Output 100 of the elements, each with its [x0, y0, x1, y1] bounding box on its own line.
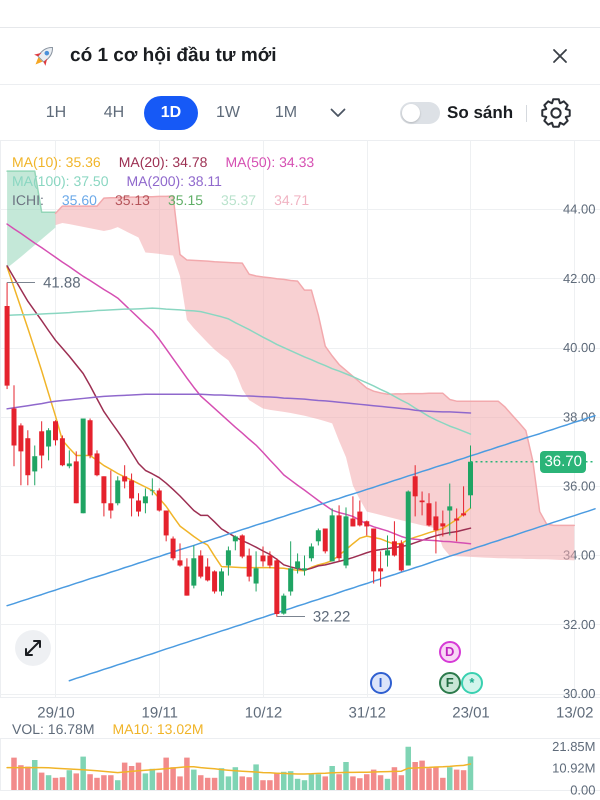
candlestick: [433, 501, 438, 554]
text: MA10: 13.02M: [112, 721, 204, 737]
y-tick-label: 44.00: [562, 202, 596, 217]
bar: [114, 780, 120, 790]
candlestick: [122, 464, 128, 489]
bar: [384, 778, 390, 790]
annotation: 32.22: [312, 608, 350, 626]
candlestick: [177, 542, 182, 568]
candlestick: [254, 550, 259, 592]
bar: [80, 756, 86, 790]
candlestick: [66, 450, 72, 469]
y-tick-label: 10.92M: [552, 760, 596, 776]
candlestick: [295, 552, 300, 574]
badge-icon: *: [460, 672, 483, 694]
candlestick: [447, 483, 452, 536]
bar: [336, 774, 342, 790]
bar: [253, 764, 259, 790]
candlestick: [212, 570, 218, 594]
y-tick-label: 30.00: [562, 686, 596, 702]
text: MA(10): 35.36: [12, 154, 101, 170]
bar: [322, 776, 328, 790]
bar: [73, 773, 79, 790]
candlestick: [308, 542, 314, 562]
y-tick-label: 34.00: [562, 548, 596, 563]
candlestick: [156, 488, 162, 512]
bar: [191, 770, 197, 790]
annotation: 35.37: [221, 192, 256, 208]
candlestick: [94, 450, 100, 477]
candlestick: [302, 555, 307, 576]
candlestick: [32, 444, 38, 486]
y-tick-label: 0.00: [570, 782, 596, 798]
candlestick: [267, 550, 272, 569]
candlestick: [378, 550, 384, 588]
price-tag: 36.70: [540, 450, 586, 473]
candlestick: [246, 548, 252, 582]
x-tick-label: 19/11: [142, 704, 178, 722]
candlestick: [350, 496, 356, 527]
bar: [447, 767, 452, 790]
candlestick: [218, 568, 224, 596]
line-series: [6, 223, 472, 544]
candlestick: [392, 520, 397, 558]
candlestick: [46, 428, 52, 461]
candlestick: [136, 492, 141, 517]
badge-icon: F: [438, 672, 461, 694]
text: có 1 cơ hội đầu tư mới: [70, 44, 277, 68]
y-tick-label: 21.85M: [552, 738, 596, 754]
text: 1H: [44, 103, 68, 123]
candlestick: [205, 558, 210, 582]
text: MA(200): 38.11: [126, 172, 222, 188]
bar: [405, 746, 411, 790]
text: MA(50): 34.33: [225, 154, 314, 170]
candlestick: [384, 534, 390, 568]
candlestick: [260, 546, 266, 568]
bar: [38, 772, 44, 790]
candlestick: [129, 473, 134, 517]
candlestick: [322, 528, 328, 554]
candlestick: [426, 492, 432, 527]
x-tick-label: 10/12: [244, 704, 282, 722]
y-tick-label: 36.00: [562, 478, 596, 494]
series-label: VOL: 16.78M: [12, 721, 94, 737]
candlestick: [108, 470, 114, 519]
annotation: ICHI:: [12, 192, 44, 208]
line-series: [6, 394, 472, 414]
candlestick: [240, 534, 245, 559]
y-tick-label: 32.00: [562, 616, 596, 632]
bar: [329, 766, 335, 790]
x-tick-label: 23/01: [452, 704, 490, 722]
badge-icon: I: [370, 672, 392, 694]
text: 4H: [102, 103, 126, 123]
annotation: 34.71: [274, 192, 310, 208]
annotation: 35.15: [168, 192, 204, 208]
badge-icon: D: [438, 641, 461, 663]
candlestick: [52, 420, 58, 446]
candlestick: [281, 593, 286, 616]
annotation: 41.88: [43, 274, 81, 292]
text: So sánh: [447, 102, 514, 124]
candlestick: [316, 528, 321, 546]
y-tick-label: 42.00: [562, 270, 596, 286]
candlestick: [198, 550, 204, 579]
candlestick: [440, 510, 446, 537]
annotation: 35.13: [114, 192, 150, 208]
text: MA(20): 34.78: [118, 154, 208, 170]
text: 1M: [274, 103, 298, 123]
candlestick: [454, 508, 460, 542]
y-tick-label: 40.00: [562, 340, 596, 356]
bar: [32, 760, 38, 790]
candlestick: [115, 476, 120, 506]
x-tick-label: 31/12: [348, 704, 386, 722]
candlestick: [226, 546, 231, 576]
candlestick: [461, 486, 466, 517]
bar: [468, 756, 474, 790]
candlestick: [232, 534, 238, 551]
candlestick: [288, 540, 294, 596]
text: 1W: [215, 103, 241, 123]
bar: [66, 770, 72, 790]
tab-button: 1D: [144, 96, 198, 130]
annotation: 35.60: [62, 192, 97, 208]
bar: [343, 762, 349, 790]
candlestick: [412, 464, 418, 517]
line-series: [6, 763, 472, 775]
